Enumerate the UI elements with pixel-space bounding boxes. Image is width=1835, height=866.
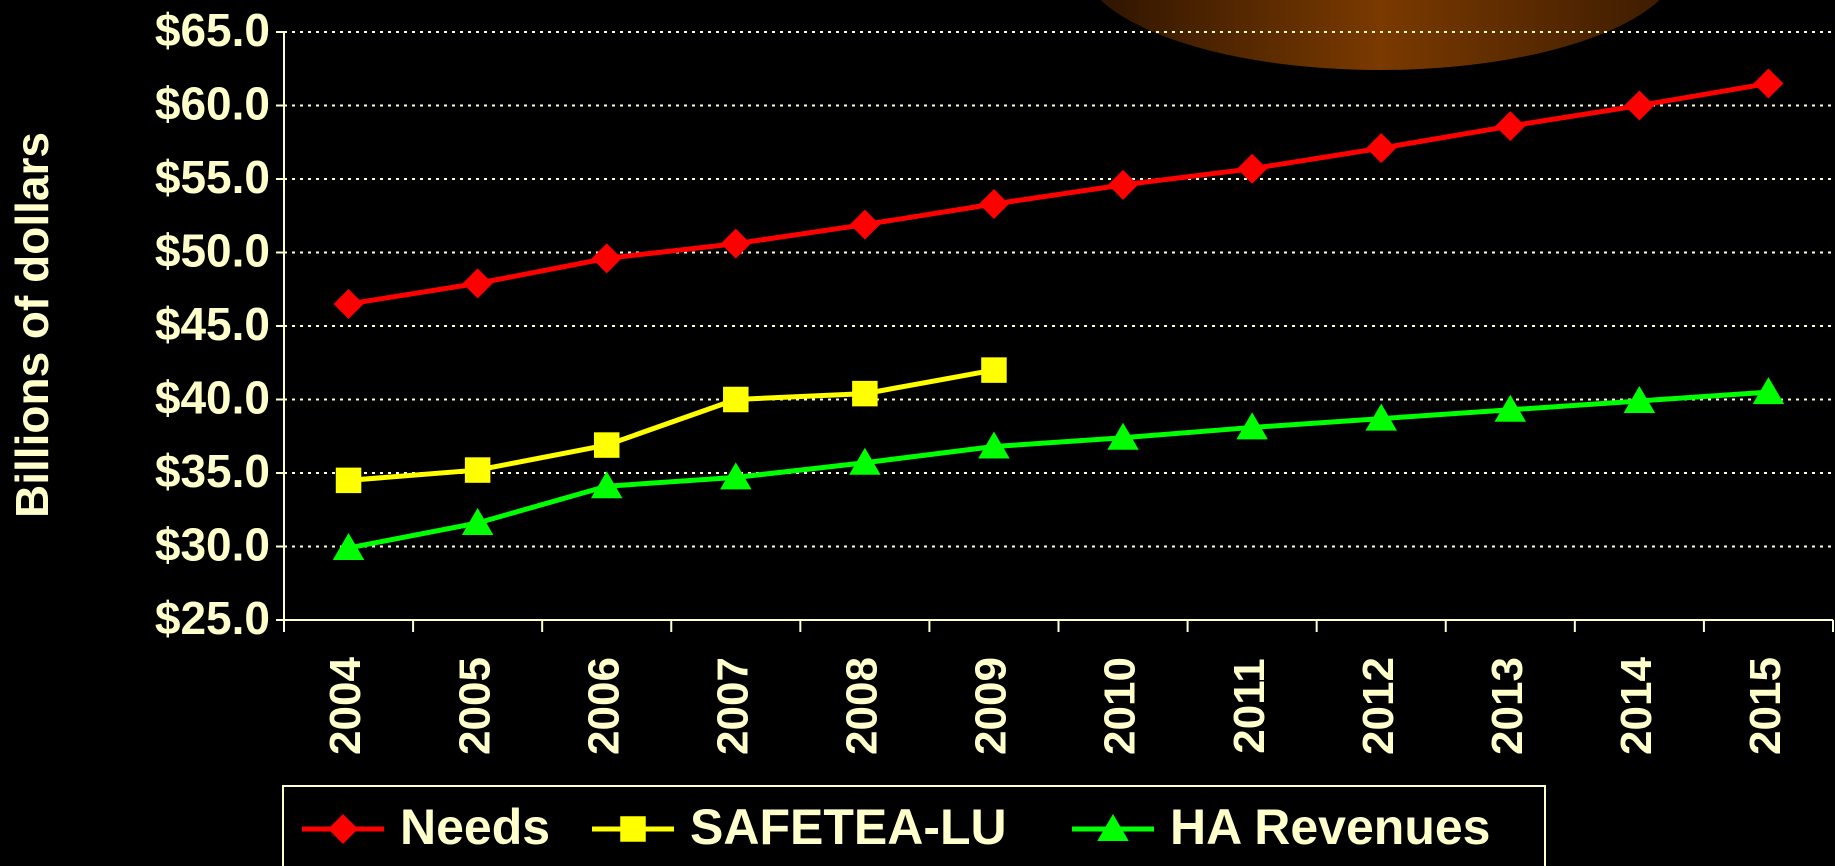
data-point: [723, 387, 749, 413]
y-tick-label: $55.0: [155, 151, 270, 203]
data-point: [334, 289, 364, 319]
legend-label: SAFETEA-LU: [690, 799, 1007, 855]
legend-label: HA Revenues: [1170, 799, 1490, 855]
x-tick-label: 2007: [708, 657, 757, 755]
data-point: [1366, 133, 1396, 163]
data-point: [721, 229, 751, 259]
y-tick-label: $60.0: [155, 78, 270, 130]
legend-label: Needs: [400, 799, 550, 855]
x-tick-label: 2010: [1096, 657, 1145, 755]
data-point: [1624, 91, 1654, 121]
x-tick-label: 2004: [321, 657, 370, 755]
x-tick-label: 2006: [579, 657, 628, 755]
y-tick-label: $40.0: [155, 372, 270, 424]
data-point: [594, 432, 620, 458]
legend-marker: [620, 816, 646, 842]
series-line: [349, 370, 994, 480]
y-tick-label: $45.0: [155, 298, 270, 350]
data-point: [336, 468, 362, 494]
data-point: [465, 457, 491, 483]
y-tick-label: $50.0: [155, 225, 270, 277]
page: {"chart_data": { "type": "line", "y_labe…: [0, 0, 1835, 866]
legend-marker: [328, 814, 358, 844]
x-tick-label: 2015: [1741, 657, 1790, 755]
data-point: [1753, 68, 1783, 98]
decoration: [1080, 0, 1680, 70]
y-tick-label: $65.0: [155, 4, 270, 56]
x-tick-label: 2009: [967, 657, 1016, 755]
data-point: [1495, 111, 1525, 141]
y-tick-label: $35.0: [155, 445, 270, 497]
data-point: [592, 243, 622, 273]
data-point: [981, 357, 1007, 383]
data-point: [852, 381, 878, 407]
y-axis-label: Billions of dollars: [6, 132, 58, 518]
y-tick-label: $30.0: [155, 519, 270, 571]
series-line: [349, 392, 1769, 548]
series-line: [349, 83, 1769, 304]
data-point: [979, 189, 1009, 219]
x-tick-label: 2008: [838, 657, 887, 755]
y-tick-label: $25.0: [155, 592, 270, 644]
data-point: [1108, 170, 1138, 200]
x-tick-label: 2013: [1483, 657, 1532, 755]
data-point: [463, 268, 493, 298]
x-tick-label: 2011: [1225, 658, 1274, 753]
chart: Billions of dollars $25.0 $30.0 $35.0 $40.0…: [0, 0, 1835, 866]
x-tick-label: 2012: [1354, 657, 1403, 755]
data-point: [850, 210, 880, 240]
x-tick-label: 2014: [1612, 657, 1661, 755]
x-tick-label: 2005: [450, 657, 499, 755]
